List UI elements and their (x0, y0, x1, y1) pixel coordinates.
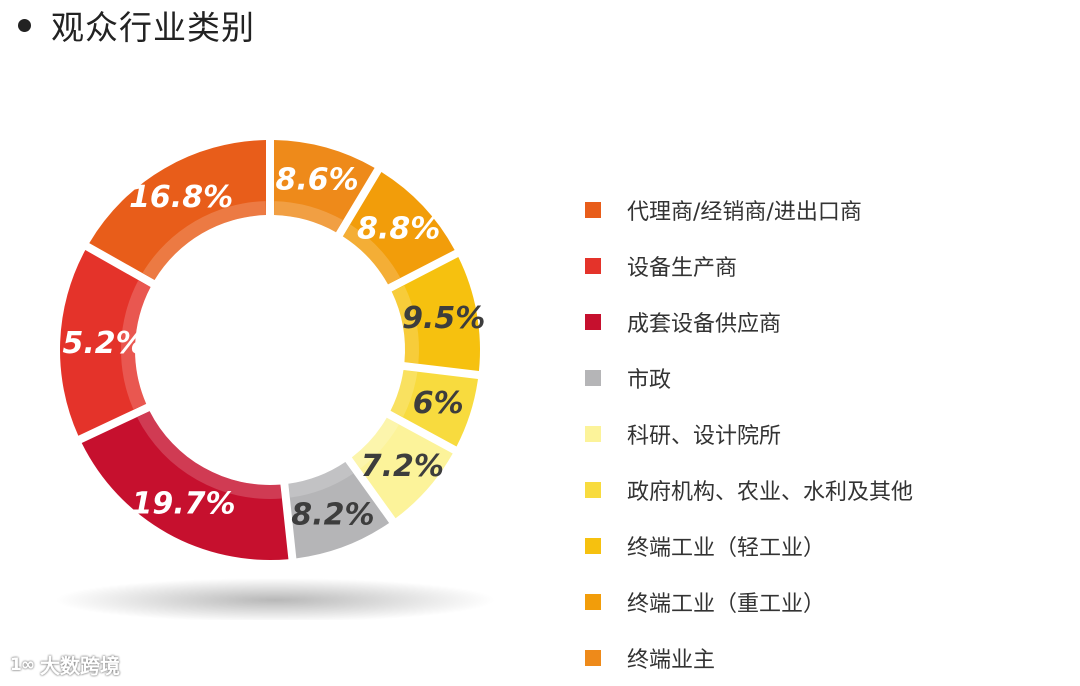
slice-6 (390, 370, 478, 447)
slice-label-6: 6% (413, 386, 464, 421)
legend-item-6: 政府机构、农业、水利及其他 (585, 462, 913, 518)
legend-label: 政府机构、农业、水利及其他 (627, 480, 914, 505)
legend-item-1: 代理商/经销商/进出口商 (585, 182, 913, 238)
legend-label: 科研、设计院所 (627, 424, 782, 449)
slice-band-4 (288, 461, 354, 498)
slice-band-1 (142, 201, 267, 281)
slice-7 (391, 257, 480, 372)
slice-label-5: 7.2% (361, 449, 444, 484)
slice-band-3 (137, 411, 282, 500)
slice-label-8: 8.8% (357, 212, 440, 247)
slice-9 (273, 140, 375, 233)
legend-swatch (585, 482, 601, 498)
slice-label-3: 19.7% (131, 486, 235, 521)
legend-swatch (585, 538, 601, 554)
legend-label: 市政 (627, 368, 672, 393)
slice-band-5 (351, 417, 399, 469)
legend-swatch (585, 314, 601, 330)
slice-band-2 (121, 280, 151, 410)
slice-5 (351, 417, 453, 519)
legend-item-7: 终端工业（轻工业） (585, 518, 913, 574)
slice-label-9: 8.6% (276, 162, 359, 197)
legend-swatch (585, 202, 601, 218)
legend-swatch (585, 258, 601, 274)
legend-label: 终端工业（轻工业） (627, 536, 826, 561)
slice-band-7 (391, 285, 419, 364)
legend-swatch (585, 370, 601, 386)
legend-swatch (585, 426, 601, 442)
slice-8 (342, 172, 455, 285)
bullet-icon (18, 18, 31, 32)
legend-item-8: 终端工业（重工业） (585, 574, 913, 630)
labels-group: 16.8% 15.2% 19.7% 8.2% 7.2% 6% 9.5% 8.8% 8.6% (42, 162, 486, 532)
legend-swatch (585, 650, 601, 666)
legend-label: 终端工业（重工业） (627, 592, 826, 617)
slice-label-7: 9.5% (402, 301, 485, 336)
slices-group (59, 140, 480, 560)
slice-2 (59, 250, 151, 436)
donut-chart: 16.8% 15.2% 19.7% 8.2% 7.2% 6% 9.5% 8.8% 8.6% (42, 140, 495, 620)
legend-item-2: 设备生产商 (585, 238, 913, 294)
legend-label: 成套设备供应商 (627, 312, 782, 337)
watermark: 1∞ 大数跨境 (10, 650, 120, 679)
chart-shadow (55, 578, 495, 620)
legend-item-5: 科研、设计院所 (585, 406, 913, 462)
watermark-logo-icon: 1∞ (10, 654, 35, 675)
chart-title: 观众行业类别 (51, 8, 255, 47)
legend-item-9: 终端业主 (585, 630, 913, 686)
legend-item-4: 市政 (585, 350, 913, 406)
watermark-text: 大数跨境 (40, 654, 120, 678)
slice-label-1: 16.8% (129, 180, 233, 215)
legend-swatch (585, 594, 601, 610)
slice-4 (288, 461, 390, 559)
slice-band-8 (342, 224, 401, 285)
legend: 代理商/经销商/进出口商 设备生产商成套设备供应商 市政科研、设计院所政府机构、农业… (585, 182, 913, 686)
legend-label: 终端业主 (627, 648, 716, 673)
slice-label-4: 8.2% (291, 497, 374, 532)
legend-item-3: 成套设备供应商 (585, 294, 913, 350)
slice-1 (89, 140, 267, 281)
slice-3 (81, 411, 289, 560)
slice-label-2: 15.2% (42, 326, 146, 361)
legend-label: 代理商/经销商/进出口商 (627, 200, 862, 225)
title-row: 观众行业类别 (18, 2, 255, 48)
slice-band-9 (273, 201, 343, 233)
legend-label: 设备生产商 (627, 256, 738, 281)
slice-band-6 (390, 370, 418, 418)
